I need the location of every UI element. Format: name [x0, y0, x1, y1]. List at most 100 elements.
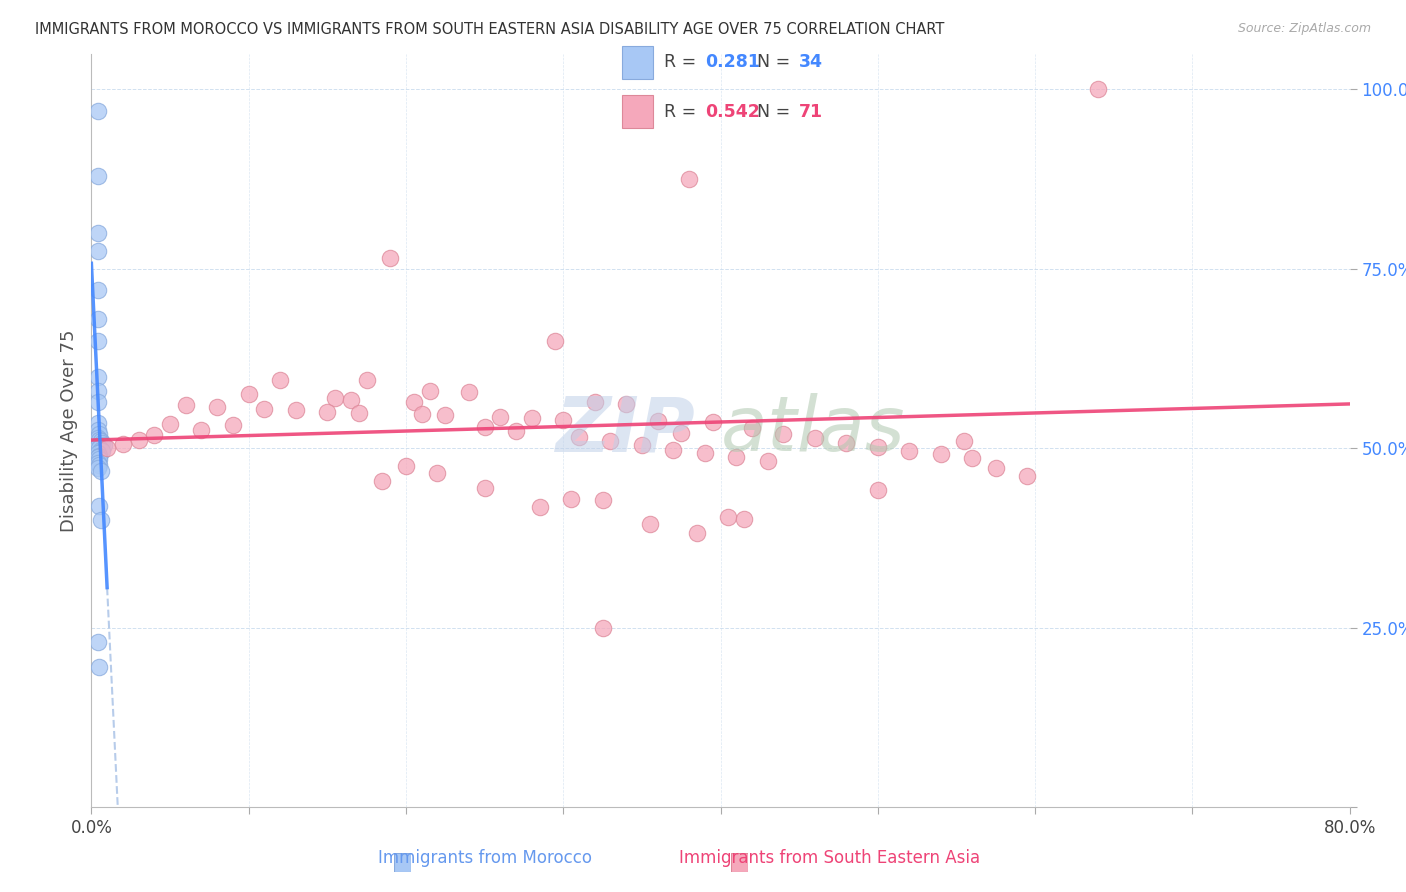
Point [474, 481, 496, 495]
Point [702, 416, 724, 430]
Point [86, 384, 108, 398]
Text: N =: N = [758, 54, 796, 71]
Point [953, 434, 976, 449]
Text: N =: N = [758, 103, 796, 120]
Point [804, 431, 827, 445]
Point [86, 431, 108, 445]
Point [111, 437, 134, 451]
Point [89, 449, 111, 463]
Point [898, 444, 921, 458]
Point [693, 445, 716, 459]
Point [544, 334, 567, 348]
Point [568, 430, 591, 444]
Text: 0.281: 0.281 [706, 54, 761, 71]
Point [686, 526, 709, 541]
Point [86, 369, 108, 384]
Point [89, 660, 111, 674]
Point [347, 406, 370, 420]
Point [756, 454, 779, 468]
Point [560, 491, 582, 506]
Point [89, 452, 111, 467]
Point [86, 456, 108, 470]
Point [741, 421, 763, 435]
Point [505, 424, 527, 438]
Point [91, 435, 114, 450]
Text: IMMIGRANTS FROM MOROCCO VS IMMIGRANTS FROM SOUTH EASTERN ASIA DISABILITY AGE OVE: IMMIGRANTS FROM MOROCCO VS IMMIGRANTS FR… [35, 22, 945, 37]
Point [426, 467, 449, 481]
Point [929, 447, 952, 461]
Point [671, 425, 693, 440]
Text: 34: 34 [799, 54, 823, 71]
Point [128, 433, 150, 447]
Point [962, 451, 984, 466]
Point [638, 516, 661, 531]
Point [592, 493, 614, 508]
Point [86, 226, 108, 240]
Point [340, 392, 363, 407]
Point [86, 394, 108, 409]
Text: Immigrants from Morocco: Immigrants from Morocco [378, 849, 592, 867]
Text: ZIP: ZIP [555, 393, 696, 467]
Point [91, 444, 114, 458]
Point [662, 442, 685, 457]
Point [1087, 82, 1109, 96]
Point [89, 442, 111, 456]
Text: 71: 71 [799, 103, 823, 120]
Point [86, 450, 108, 464]
Point [725, 450, 748, 464]
Bar [621, 95, 654, 128]
Point [717, 509, 740, 524]
Point [614, 397, 637, 411]
Point [143, 428, 166, 442]
Point [520, 411, 543, 425]
Point [86, 461, 108, 475]
Point [984, 460, 1007, 475]
Point [733, 511, 755, 525]
Point [1017, 468, 1039, 483]
Point [583, 394, 606, 409]
Point [434, 409, 457, 423]
Point [380, 251, 402, 265]
Point [489, 409, 512, 424]
Point [866, 483, 889, 497]
Point [599, 434, 621, 449]
Point [1369, 186, 1392, 201]
Point [371, 474, 394, 488]
Point [592, 621, 614, 635]
Point [89, 499, 111, 513]
Point [90, 442, 112, 457]
Point [86, 446, 108, 460]
Point [90, 434, 112, 449]
Point [284, 403, 307, 417]
Point [866, 440, 889, 454]
Point [474, 419, 496, 434]
Text: Immigrants from South Eastern Asia: Immigrants from South Eastern Asia [679, 849, 980, 867]
Point [86, 284, 108, 298]
Point [86, 312, 108, 326]
Point [253, 401, 276, 416]
Point [90, 513, 112, 527]
Point [457, 385, 479, 400]
Point [402, 394, 425, 409]
Point [323, 391, 346, 405]
Point [86, 169, 108, 183]
Text: R =: R = [664, 54, 702, 71]
Point [90, 464, 112, 478]
Point [86, 244, 108, 258]
Y-axis label: Disability Age Over 75: Disability Age Over 75 [59, 329, 77, 532]
Point [419, 384, 441, 398]
Point [529, 500, 551, 515]
Point [96, 442, 118, 456]
Point [86, 635, 108, 649]
Point [89, 433, 111, 447]
Text: R =: R = [664, 103, 702, 120]
Point [174, 398, 197, 412]
Point [269, 373, 291, 387]
Point [316, 405, 339, 419]
Point [395, 459, 418, 474]
Text: 0.542: 0.542 [706, 103, 761, 120]
Point [553, 412, 575, 426]
Bar [621, 45, 654, 78]
Point [647, 414, 669, 428]
Point [86, 103, 108, 118]
